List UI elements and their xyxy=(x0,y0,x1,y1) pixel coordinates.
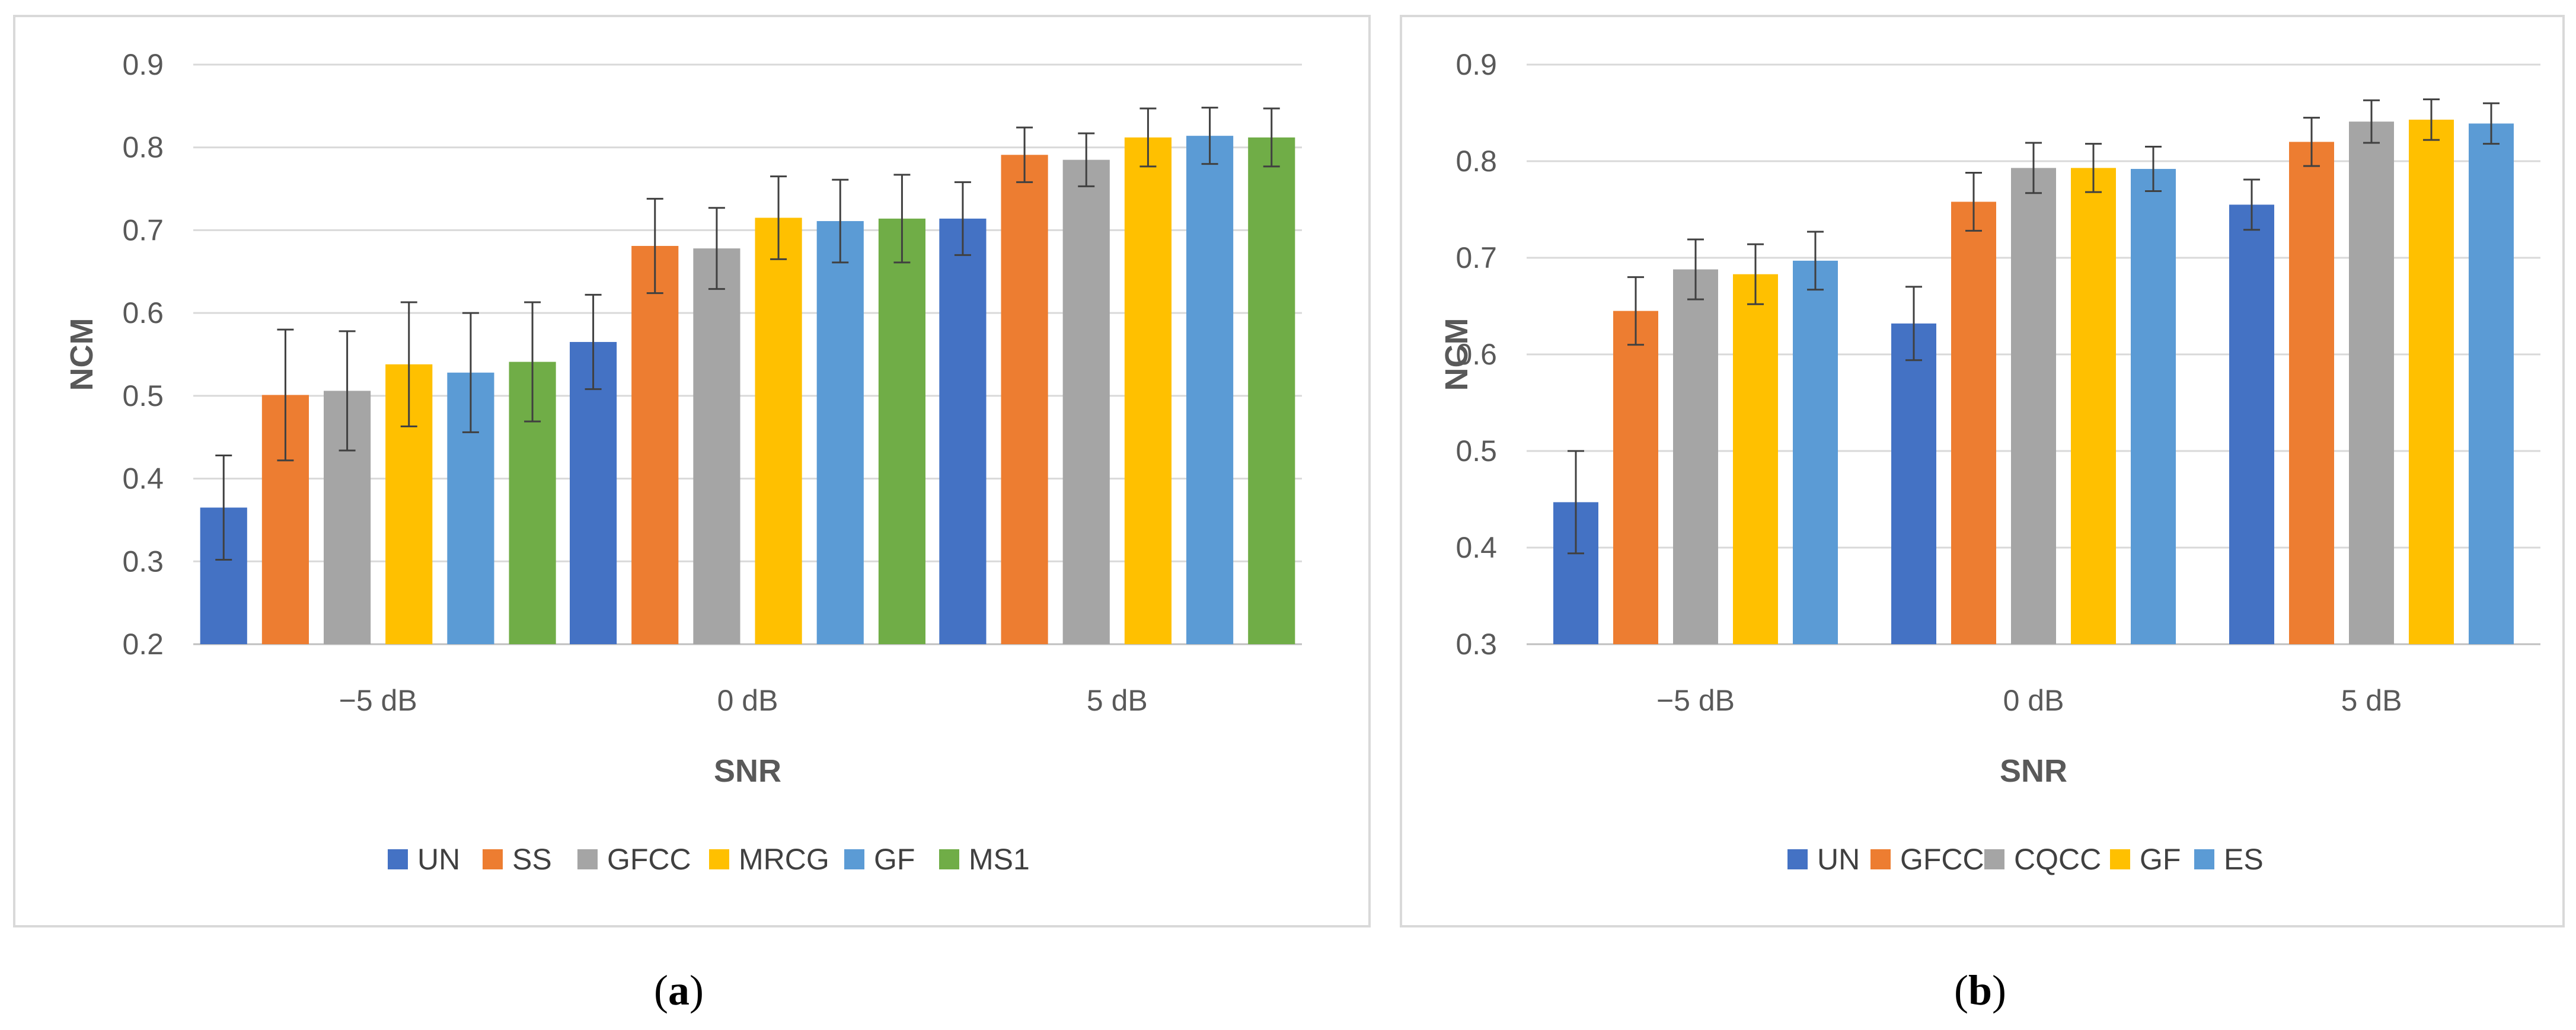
legend-swatch xyxy=(939,849,959,869)
legend-swatch xyxy=(1984,849,2004,869)
legend-label: UN xyxy=(417,843,460,876)
legend-swatch xyxy=(577,849,598,869)
bar xyxy=(2469,123,2514,644)
y-tick-label: 0.7 xyxy=(1455,241,1497,274)
bar xyxy=(2409,119,2454,644)
bar xyxy=(2349,121,2394,645)
bar xyxy=(1891,323,1936,644)
x-axis-title: SNR xyxy=(714,753,781,789)
legend-label: ES xyxy=(2224,843,2264,876)
legend-swatch xyxy=(483,849,503,869)
bar xyxy=(1673,269,1718,644)
x-axis-title: SNR xyxy=(2000,753,2067,789)
chart-a-svg: 0.2 0.3 0.4 0.5 0.6 0.7 0.8 0.9 NCM SNR −5 dB 0 dB 5… xyxy=(64,48,1302,876)
bar xyxy=(1186,136,1234,644)
y-tick-label: 0.8 xyxy=(122,131,164,164)
bar xyxy=(755,217,802,644)
legend-label: MS1 xyxy=(969,843,1030,876)
y-axis-title: NCM xyxy=(1439,318,1474,391)
y-tick-label: 0.4 xyxy=(1455,531,1497,564)
legend-label: SS xyxy=(512,843,552,876)
bar xyxy=(570,342,617,644)
legend-swatch xyxy=(2110,849,2130,869)
y-tick-label: 0.3 xyxy=(1455,628,1497,661)
x-category-label: 5 dB xyxy=(2341,684,2402,717)
bar xyxy=(878,218,925,645)
y-axis-title: NCM xyxy=(64,318,100,391)
legend-label: UN xyxy=(1817,843,1860,876)
bar xyxy=(939,218,987,645)
legend-label: CQCC xyxy=(2014,843,2101,876)
caption-a-letter: a xyxy=(668,967,690,1014)
legend-label: GF xyxy=(2140,843,2181,876)
chart-b-svg: 0.3 0.4 0.5 0.6 0.7 0.8 0.9 NCM SNR −5 dB 0 dB 5 dB… xyxy=(1439,48,2540,876)
y-tick-label: 0.5 xyxy=(1455,434,1497,468)
x-category-label: −5 dB xyxy=(1656,684,1735,717)
legend-swatch xyxy=(1870,849,1891,869)
bar xyxy=(1062,159,1110,644)
y-tick-label: 0.9 xyxy=(1455,48,1497,81)
bar xyxy=(2131,169,2176,644)
y-tick-label: 0.5 xyxy=(122,379,164,412)
y-tick-label: 0.3 xyxy=(122,545,164,578)
y-tick-label: 0.9 xyxy=(122,48,164,81)
legend-swatch xyxy=(2194,849,2214,869)
y-tick-label: 0.6 xyxy=(122,296,164,330)
legend-label: MRCG xyxy=(739,843,829,876)
y-tick-label: 0.2 xyxy=(122,628,164,661)
x-category-label: 0 dB xyxy=(2003,684,2064,717)
bar xyxy=(816,221,864,644)
bar xyxy=(1951,201,1996,645)
bar xyxy=(1613,311,1658,644)
chart-panel-a: 0.2 0.3 0.4 0.5 0.6 0.7 0.8 0.9 NCM SNR −5 dB 0 dB 5… xyxy=(13,15,1371,927)
bar xyxy=(1733,274,1778,645)
x-category-label: −5 dB xyxy=(339,684,417,717)
y-tick-label: 0.7 xyxy=(122,213,164,247)
legend-swatch xyxy=(1787,849,1808,869)
caption-b: (b) xyxy=(1953,967,2006,1014)
y-tick-label: 0.6 xyxy=(1455,338,1497,371)
legend-swatch xyxy=(388,849,408,869)
bar xyxy=(2011,168,2056,644)
legend-label: GFCC xyxy=(1900,843,1984,876)
bar xyxy=(1001,155,1048,644)
legend-swatch xyxy=(844,849,864,869)
bar xyxy=(2289,142,2334,644)
bar xyxy=(1793,260,1838,644)
legend-label: GF xyxy=(874,843,915,876)
caption-b-letter: b xyxy=(1968,967,1993,1014)
y-tick-label: 0.8 xyxy=(1455,145,1497,178)
caption-a: (a) xyxy=(654,967,704,1014)
chart-panel-b: 0.3 0.4 0.5 0.6 0.7 0.8 0.9 NCM SNR −5 dB 0 dB 5 dB… xyxy=(1400,15,2565,927)
y-tick-label: 0.4 xyxy=(122,462,164,495)
bar xyxy=(1248,137,1295,644)
x-category-label: 5 dB xyxy=(1087,684,1148,717)
legend-label: GFCC xyxy=(607,843,691,876)
bar xyxy=(2229,204,2274,645)
bar xyxy=(2071,168,2116,644)
bar xyxy=(693,248,740,644)
bar xyxy=(1124,137,1172,644)
legend-swatch xyxy=(709,849,729,869)
x-category-label: 0 dB xyxy=(717,684,778,717)
bar xyxy=(631,245,679,645)
